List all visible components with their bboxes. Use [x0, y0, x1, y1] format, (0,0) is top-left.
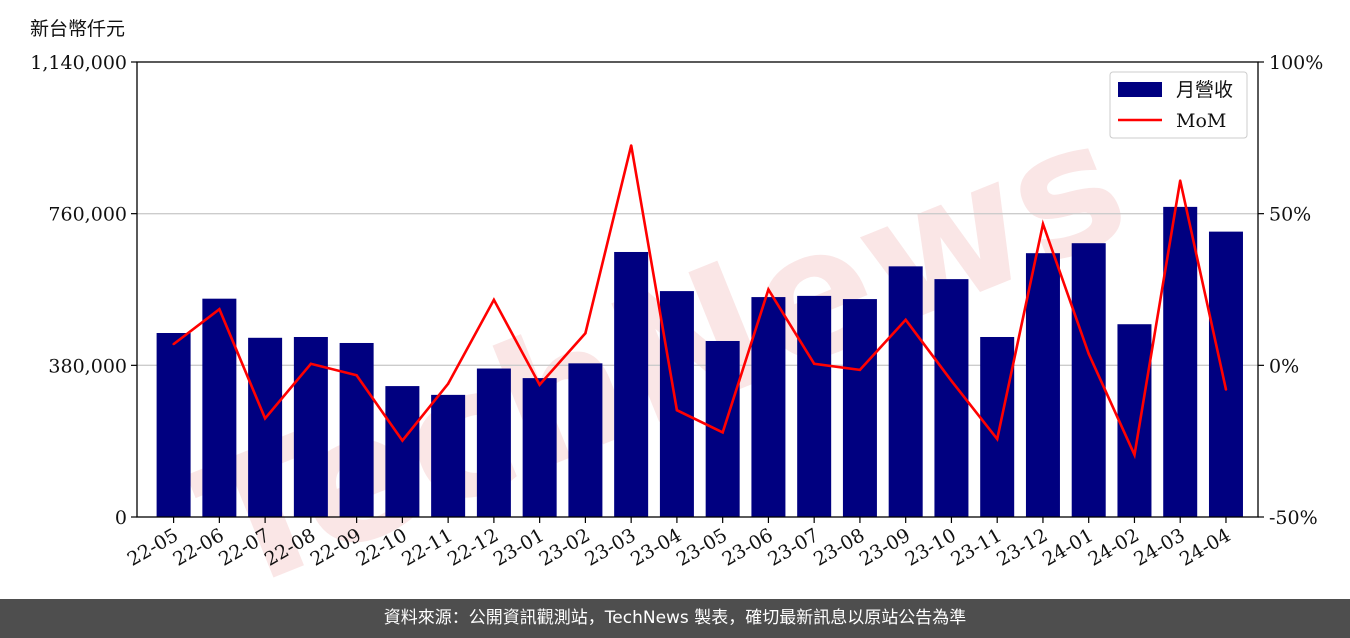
x-tick-label: 22-06	[169, 524, 227, 570]
x-tick-label: 23-04	[627, 524, 685, 570]
right-tick-label: 0%	[1269, 355, 1299, 377]
x-tick-label: 23-05	[673, 524, 731, 570]
bar-22-12	[477, 369, 511, 517]
x-tick-label: 23-10	[901, 524, 959, 570]
bar-22-11	[431, 395, 465, 517]
bar-24-02	[1117, 324, 1151, 517]
x-tick-label: 23-09	[856, 524, 914, 570]
bar-22-05	[157, 333, 191, 517]
x-tick-label: 23-06	[718, 524, 776, 570]
mom-point-24-04	[1225, 388, 1227, 390]
mom-point-22-11	[447, 383, 449, 385]
mom-point-22-05	[172, 343, 174, 345]
right-y-axis: -50% 0% 50% 100%	[1258, 52, 1323, 529]
x-tick-label: 23-08	[810, 524, 868, 570]
x-tick-label: 23-02	[535, 524, 593, 570]
x-tick-label: 23-12	[993, 524, 1051, 570]
bar-22-06	[202, 299, 236, 517]
mom-point-23-09	[904, 319, 906, 321]
left-tick-label: 0	[115, 507, 127, 529]
bar-23-11	[980, 337, 1014, 517]
mom-point-24-02	[1133, 454, 1135, 456]
legend-bar-swatch	[1118, 82, 1162, 97]
mom-point-23-07	[813, 363, 815, 365]
mom-point-23-06	[767, 288, 769, 290]
right-tick-label: 50%	[1269, 204, 1311, 226]
bar-22-09	[340, 343, 374, 517]
x-tick-label: 23-07	[764, 524, 822, 570]
bar-23-08	[843, 299, 877, 517]
mom-point-22-10	[401, 439, 403, 441]
x-tick-label: 23-11	[947, 524, 1005, 570]
bar-24-04	[1209, 232, 1243, 517]
legend: 月營收 MoM	[1110, 72, 1247, 138]
bar-23-09	[889, 266, 923, 517]
mom-point-22-08	[310, 363, 312, 365]
x-tick-label: 24-03	[1130, 524, 1188, 570]
mom-point-24-03	[1179, 179, 1181, 181]
mom-point-23-04	[676, 409, 678, 411]
legend-label-revenue: 月營收	[1176, 79, 1233, 101]
legend-label-mom: MoM	[1176, 110, 1226, 132]
mom-point-22-07	[264, 417, 266, 419]
mom-point-24-01	[1088, 353, 1090, 355]
right-tick-label: 100%	[1269, 52, 1323, 74]
mom-point-23-10	[950, 380, 952, 382]
bar-23-01	[523, 378, 557, 517]
bar-22-10	[385, 386, 419, 517]
mom-point-22-09	[355, 374, 357, 376]
x-tick-label: 24-01	[1039, 524, 1097, 570]
mom-point-23-01	[538, 384, 540, 386]
mom-point-22-12	[493, 299, 495, 301]
mom-point-23-12	[1042, 223, 1044, 225]
mom-point-23-03	[630, 144, 632, 146]
bar-23-07	[797, 296, 831, 517]
left-tick-label: 760,000	[48, 204, 127, 226]
mom-point-23-02	[584, 332, 586, 334]
bar-23-03	[614, 252, 648, 517]
mom-point-23-05	[721, 431, 723, 433]
mom-point-22-06	[218, 308, 220, 310]
left-tick-label: 1,140,000	[30, 52, 127, 74]
left-y-axis: 0 380,000 760,000 1,140,000	[30, 52, 137, 529]
right-tick-label: -50%	[1269, 507, 1318, 529]
x-tick-label: 24-04	[1176, 524, 1234, 570]
mom-point-23-08	[859, 369, 861, 371]
x-tick-label: 24-02	[1085, 524, 1143, 570]
source-footer: 資料來源：公開資訊觀測站，TechNews 製表，確切最新訊息以原站公告為準	[0, 599, 1350, 638]
bar-22-07	[248, 338, 282, 517]
mom-point-23-11	[996, 438, 998, 440]
x-tick-label: 22-05	[124, 524, 182, 570]
left-tick-label: 380,000	[48, 355, 127, 377]
bar-23-02	[568, 363, 602, 517]
bar-23-12	[1026, 253, 1060, 517]
x-tick-label: 23-03	[581, 524, 639, 570]
